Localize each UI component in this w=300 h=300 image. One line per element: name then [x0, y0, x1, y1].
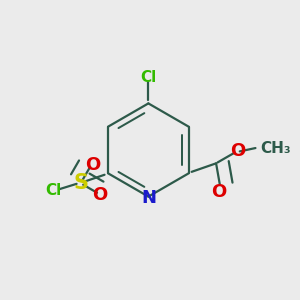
Text: S: S	[73, 173, 88, 193]
Text: Cl: Cl	[45, 183, 62, 198]
Text: O: O	[92, 186, 107, 204]
Text: O: O	[230, 142, 245, 160]
Text: O: O	[211, 183, 226, 201]
Text: O: O	[85, 155, 100, 173]
Text: Cl: Cl	[140, 70, 157, 85]
Text: N: N	[141, 189, 156, 207]
Text: CH₃: CH₃	[260, 140, 291, 155]
